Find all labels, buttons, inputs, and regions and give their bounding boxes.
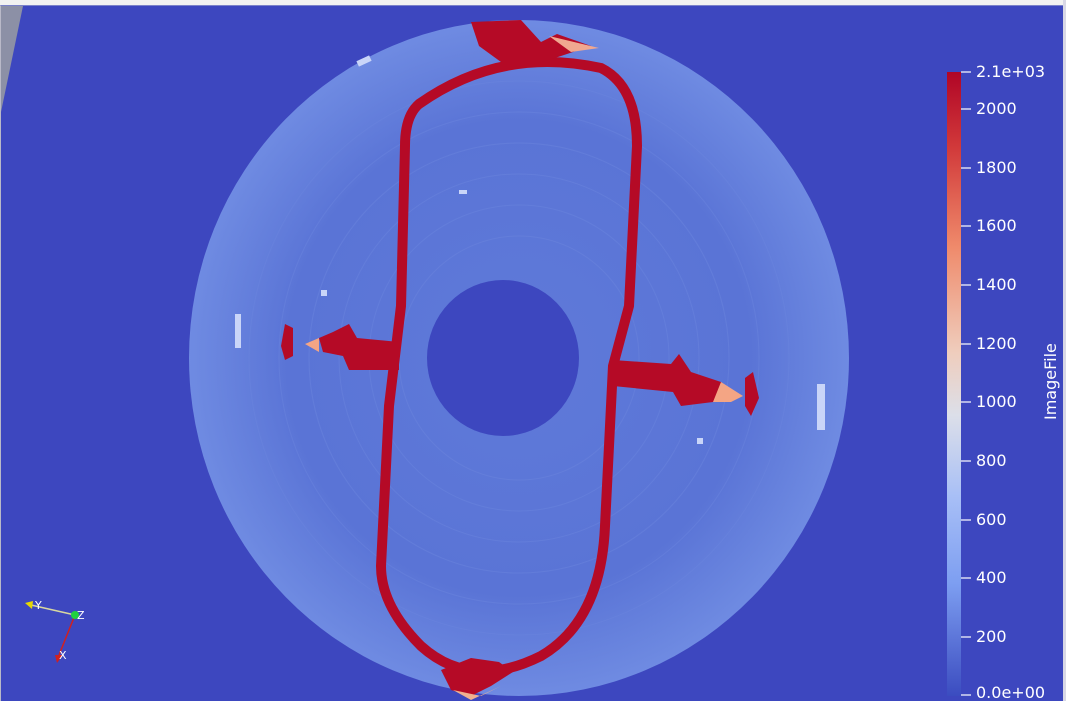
axis-y-label: Y <box>35 599 42 612</box>
top-hot-blob <box>471 20 591 64</box>
corner-artifact <box>1 6 23 112</box>
top-left-light-spot <box>356 55 372 67</box>
top-warm-streak <box>549 36 599 52</box>
small-spot-1 <box>459 190 467 194</box>
colorbar-ticks <box>961 71 971 696</box>
right-warm-tip <box>713 382 743 402</box>
axis-x-label: X <box>59 649 67 662</box>
small-spot-2 <box>321 290 327 296</box>
left-light-streak <box>235 314 241 348</box>
volume-slice-render <box>1 6 971 700</box>
render-viewport[interactable]: 2.1e+03 2000 1800 1600 1400 1200 1000 80… <box>0 5 1064 701</box>
left-hot-arm <box>319 324 399 370</box>
window-top-strip <box>0 0 1066 5</box>
orientation-axes-widget[interactable]: Y Z X <box>19 591 109 671</box>
hot-boundary-loop <box>376 56 642 677</box>
left-warm-tip <box>305 338 319 352</box>
right-light-streak <box>817 384 825 430</box>
window-right-edge <box>1063 0 1066 701</box>
right-hot-spot <box>745 372 759 416</box>
inner-hole <box>427 280 579 436</box>
axis-z-label: Z <box>77 609 85 622</box>
bottom-hot-blob <box>441 658 513 696</box>
bottom-warm-edge <box>453 686 501 700</box>
colorbar-gradient <box>947 72 961 696</box>
right-hot-arm <box>613 354 731 406</box>
small-spot-3 <box>697 438 703 444</box>
axes-triad <box>25 601 79 663</box>
left-hot-spot <box>281 324 293 360</box>
